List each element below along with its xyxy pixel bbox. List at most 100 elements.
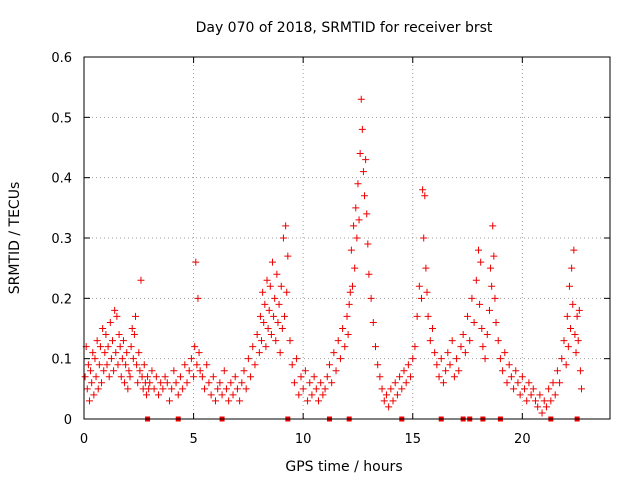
data-point bbox=[510, 385, 518, 393]
data-point bbox=[148, 367, 156, 375]
data-point bbox=[363, 210, 371, 218]
data-point bbox=[271, 294, 279, 302]
data-point bbox=[306, 379, 314, 387]
data-point bbox=[98, 379, 106, 387]
data-point bbox=[547, 397, 555, 405]
data-point bbox=[564, 343, 572, 351]
data-point bbox=[503, 379, 511, 387]
data-point bbox=[575, 306, 583, 314]
data-point bbox=[142, 391, 150, 399]
y-tick-label: 0.5 bbox=[51, 111, 72, 126]
data-point bbox=[94, 385, 102, 393]
x-tick-label: 20 bbox=[514, 432, 531, 447]
data-point bbox=[207, 391, 215, 399]
data-point bbox=[187, 355, 195, 363]
data-point bbox=[220, 367, 228, 375]
data-point bbox=[468, 294, 476, 302]
data-point bbox=[538, 409, 546, 417]
data-point bbox=[376, 373, 384, 381]
data-point bbox=[146, 379, 154, 387]
data-point bbox=[424, 312, 432, 320]
data-point bbox=[358, 125, 366, 133]
data-point bbox=[266, 282, 274, 290]
data-point bbox=[231, 373, 239, 381]
data-point bbox=[569, 300, 577, 308]
data-point bbox=[270, 312, 278, 320]
data-point bbox=[127, 343, 135, 351]
data-point bbox=[179, 385, 187, 393]
data-point bbox=[336, 355, 344, 363]
data-point bbox=[310, 373, 318, 381]
data-point bbox=[100, 367, 108, 375]
data-point bbox=[114, 361, 122, 369]
data-point bbox=[483, 331, 491, 339]
data-point bbox=[352, 204, 360, 212]
data-point bbox=[118, 355, 126, 363]
data-point bbox=[476, 300, 484, 308]
data-point bbox=[514, 379, 522, 387]
data-point bbox=[556, 379, 564, 387]
data-point bbox=[106, 318, 114, 326]
data-point bbox=[545, 385, 553, 393]
data-point bbox=[125, 367, 133, 375]
data-point bbox=[150, 385, 158, 393]
data-point bbox=[536, 391, 544, 399]
data-point bbox=[260, 318, 268, 326]
data-point bbox=[174, 391, 182, 399]
data-point bbox=[354, 180, 362, 188]
data-point bbox=[466, 337, 474, 345]
data-point bbox=[491, 294, 499, 302]
data-point bbox=[112, 349, 120, 357]
data-point bbox=[455, 367, 463, 375]
data-point bbox=[170, 367, 178, 375]
data-point bbox=[444, 349, 452, 357]
data-point bbox=[560, 337, 568, 345]
x-tick-label: 10 bbox=[295, 432, 312, 447]
data-points bbox=[81, 95, 586, 417]
data-point bbox=[380, 397, 388, 405]
data-point bbox=[321, 385, 329, 393]
data-point bbox=[134, 379, 142, 387]
data-point bbox=[553, 367, 561, 375]
data-point bbox=[459, 331, 467, 339]
data-point bbox=[435, 373, 443, 381]
data-point bbox=[348, 282, 356, 290]
data-point bbox=[558, 355, 566, 363]
data-point bbox=[157, 379, 165, 387]
data-point bbox=[423, 288, 431, 296]
data-point bbox=[192, 258, 200, 266]
data-point bbox=[573, 312, 581, 320]
data-point bbox=[576, 367, 584, 375]
data-point bbox=[209, 373, 217, 381]
data-point bbox=[274, 318, 282, 326]
data-point bbox=[562, 361, 570, 369]
data-point bbox=[278, 325, 286, 332]
data-point bbox=[130, 331, 138, 339]
data-point bbox=[365, 270, 373, 278]
data-point bbox=[421, 192, 429, 200]
data-point bbox=[437, 355, 445, 363]
data-point bbox=[477, 258, 485, 266]
data-point bbox=[102, 331, 110, 339]
data-point bbox=[107, 355, 115, 363]
data-point bbox=[578, 385, 586, 393]
data-point bbox=[212, 397, 219, 405]
data-point bbox=[191, 343, 199, 351]
data-point bbox=[111, 306, 119, 314]
data-point bbox=[129, 355, 137, 363]
data-point bbox=[282, 222, 290, 230]
data-point bbox=[92, 373, 100, 381]
data-point bbox=[367, 294, 375, 302]
data-point bbox=[115, 331, 123, 339]
data-point bbox=[133, 361, 141, 369]
y-axis-label: SRMTID / TECUs bbox=[7, 182, 23, 295]
data-point bbox=[422, 264, 430, 272]
data-point bbox=[330, 349, 338, 357]
data-point bbox=[159, 385, 167, 393]
data-point bbox=[201, 385, 209, 393]
data-point bbox=[110, 367, 118, 375]
data-point bbox=[369, 318, 377, 326]
data-point bbox=[350, 222, 358, 230]
data-point bbox=[371, 343, 379, 351]
data-point bbox=[81, 373, 89, 381]
